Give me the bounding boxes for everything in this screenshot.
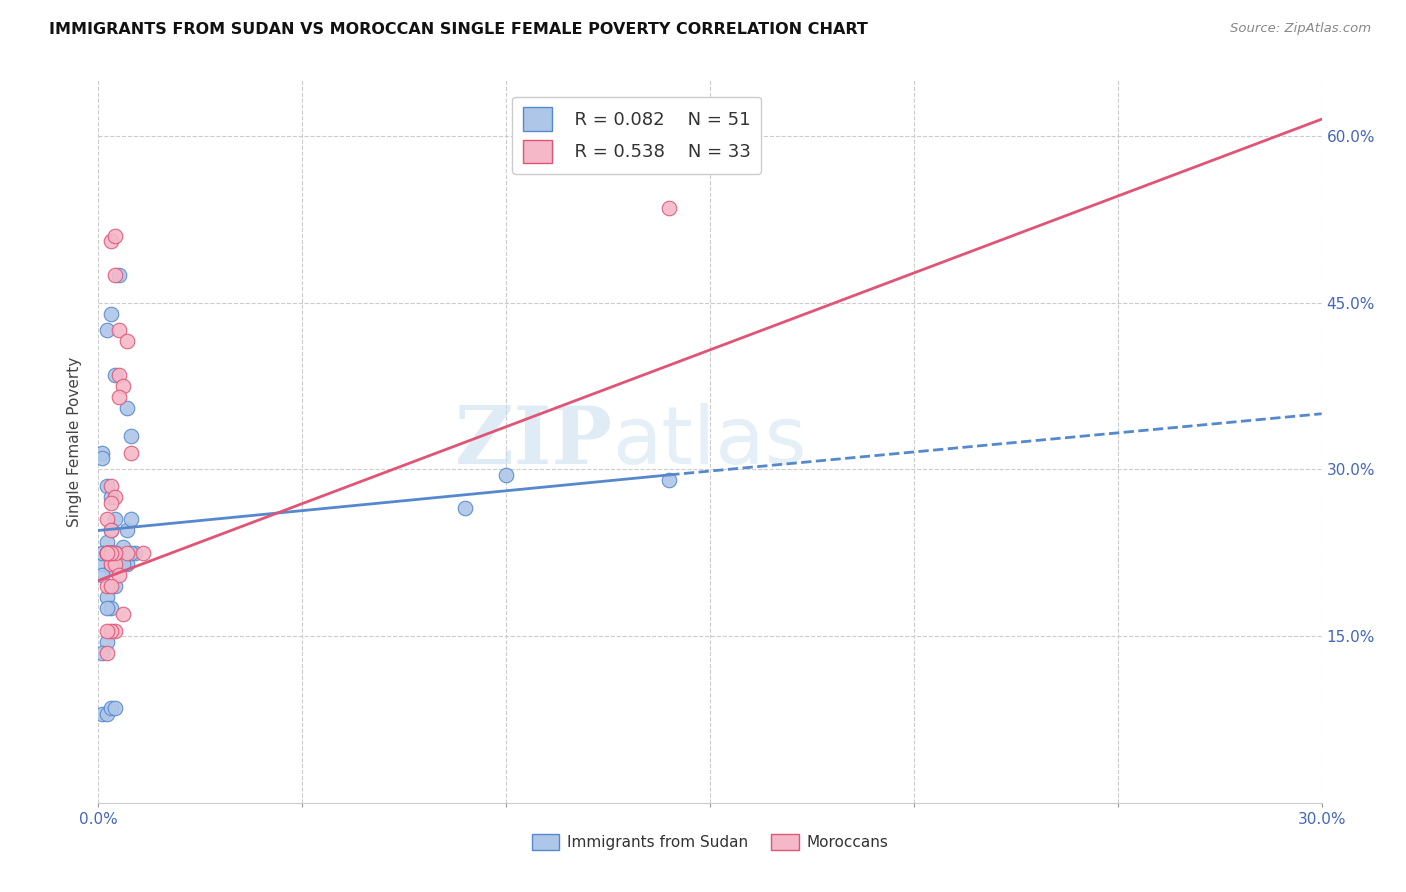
Point [91,706,114,721]
Point [91,451,114,466]
Point [115,524,138,538]
Point [100,624,122,638]
Point [104,546,127,560]
Point [100,579,122,593]
Point [96,546,118,560]
Point [96,323,118,337]
Point [91,568,114,582]
Point [104,579,127,593]
Point [100,546,122,560]
Point [108,546,131,560]
Point [454,501,477,516]
Point [104,490,127,504]
Point [104,557,127,571]
Point [96,479,118,493]
Point [96,546,118,560]
Point [91,445,114,459]
Point [115,401,138,416]
Point [120,546,142,560]
Point [96,512,118,526]
Point [100,546,122,560]
Point [100,524,122,538]
Legend: Immigrants from Sudan, Moroccans: Immigrants from Sudan, Moroccans [526,829,894,856]
Point [96,546,118,560]
Point [108,368,131,382]
Point [96,579,118,593]
Y-axis label: Single Female Poverty: Single Female Poverty [67,357,83,526]
Point [111,557,134,571]
Point [96,706,118,721]
Point [96,590,118,604]
Point [100,701,122,715]
Point [124,546,146,560]
Point [658,474,681,488]
Point [111,557,134,571]
Point [104,546,127,560]
Text: ZIP: ZIP [456,402,612,481]
Point [100,546,122,560]
Point [111,540,134,554]
Point [96,546,118,560]
Point [100,235,122,249]
Point [108,390,131,404]
Point [104,546,127,560]
Point [100,546,122,560]
Point [120,512,142,526]
Point [100,562,122,576]
Point [91,646,114,660]
Point [104,512,127,526]
Point [100,546,122,560]
Point [104,701,127,715]
Point [100,496,122,510]
Point [96,634,118,648]
Point [104,368,127,382]
Point [96,546,118,560]
Point [96,534,118,549]
Point [115,334,138,349]
Point [108,568,131,582]
Point [104,624,127,638]
Point [120,445,142,459]
Point [132,546,155,560]
Point [100,490,122,504]
Point [100,546,122,560]
Point [96,601,118,615]
Point [104,268,127,282]
Point [100,524,122,538]
Point [96,546,118,560]
Point [108,268,131,282]
Text: atlas: atlas [612,402,807,481]
Point [96,624,118,638]
Point [108,557,131,571]
Point [658,201,681,215]
Point [100,601,122,615]
Point [111,379,134,393]
Point [120,429,142,443]
Point [115,546,138,560]
Point [91,546,114,560]
Point [91,557,114,571]
Point [108,323,131,337]
Point [100,479,122,493]
Point [96,646,118,660]
Point [96,546,118,560]
Point [115,557,138,571]
Text: IMMIGRANTS FROM SUDAN VS MOROCCAN SINGLE FEMALE POVERTY CORRELATION CHART: IMMIGRANTS FROM SUDAN VS MOROCCAN SINGLE… [49,22,868,37]
Point [100,546,122,560]
Point [100,307,122,321]
Point [104,228,127,243]
Point [111,607,134,621]
Point [495,467,517,482]
Text: Source: ZipAtlas.com: Source: ZipAtlas.com [1230,22,1371,36]
Point [100,557,122,571]
